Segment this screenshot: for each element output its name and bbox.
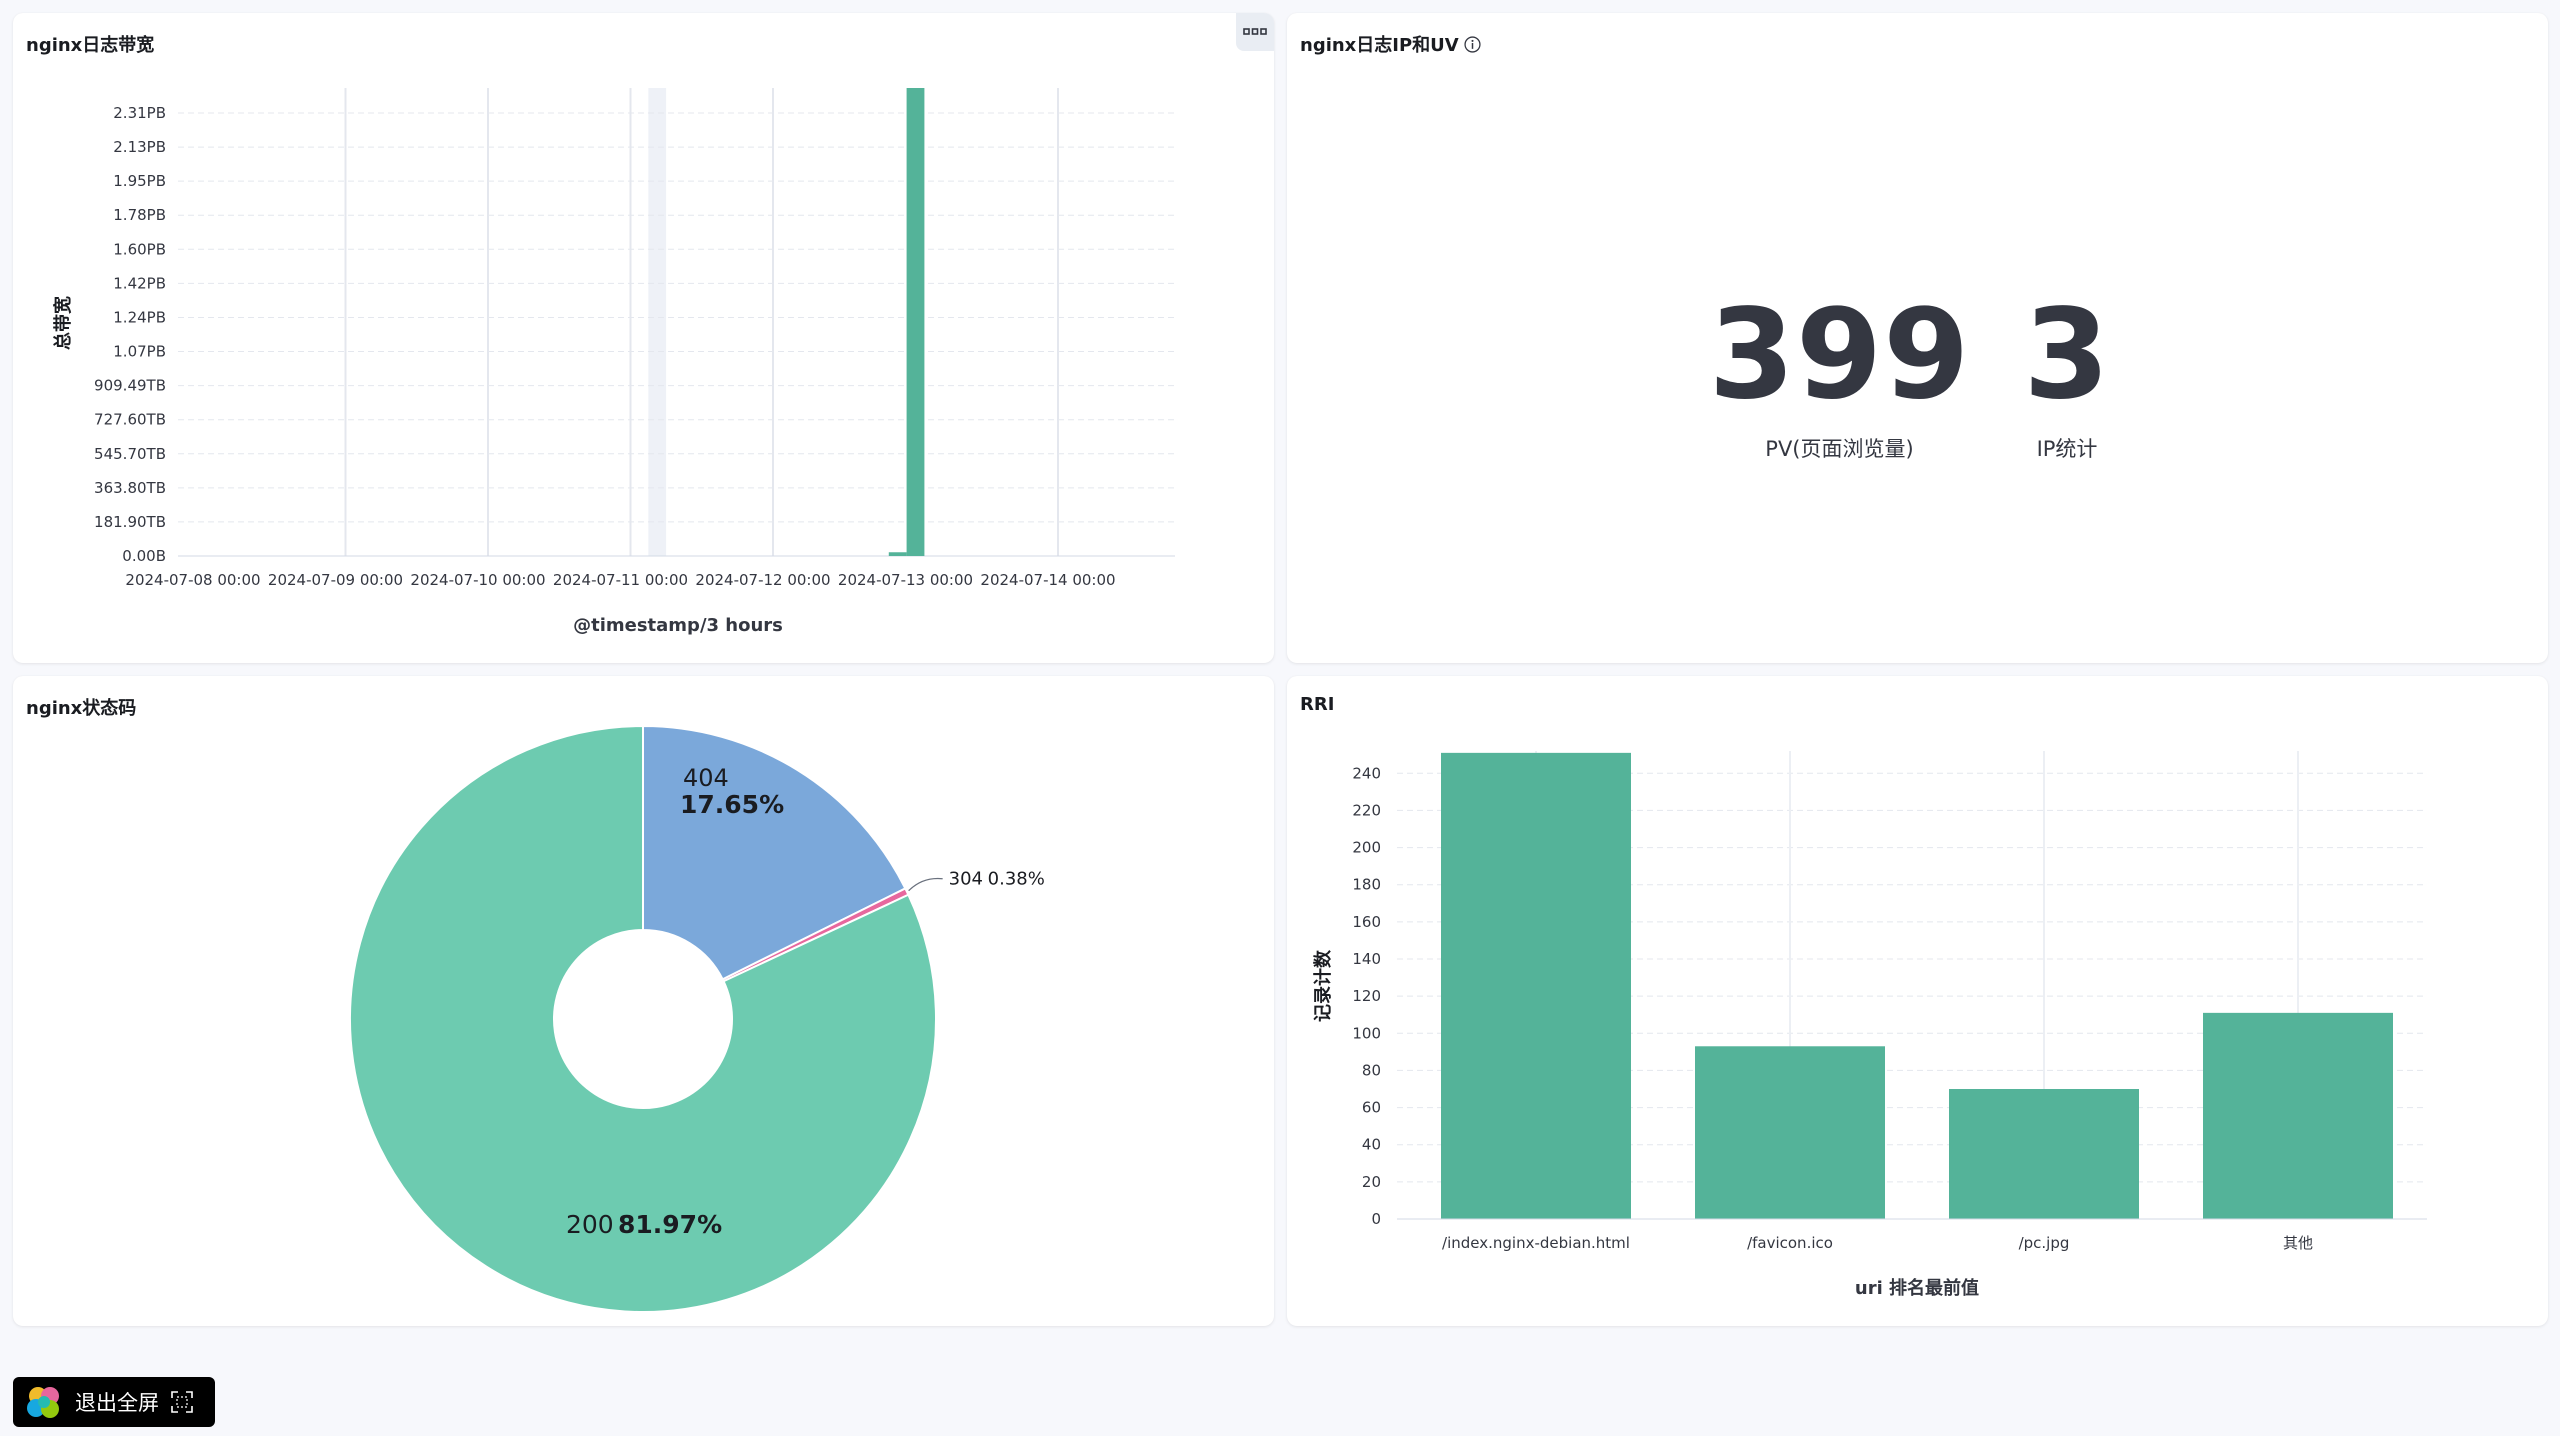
y-tick-label: 2.13PB [113,138,166,156]
y-tick-label: 240 [1352,764,1381,782]
x-tick-label: 2024-07-10 00:00 [410,571,545,589]
y-tick-label: 200 [1352,839,1381,857]
bar [1949,1089,2139,1219]
y-axis-title: 总带宽 [52,296,74,350]
bandwidth-panel: nginx日志带宽 0.00B 181.90TB 363.80TB 545.70TB 7… [13,13,1274,663]
y-tick-label: 727.60TB [94,411,166,429]
panel-title: RRI [1300,694,1335,715]
y-tick-label: 545.70TB [94,445,166,463]
x-tick-label: 2024-07-14 00:00 [980,571,1115,589]
y-tick-label: 909.49TB [94,377,166,395]
x-tick-label: 其他 [2283,1234,2313,1252]
y-tick-label: 1.42PB [113,274,166,292]
status-panel: nginx状态码 404 17.65% 304 0.38% 200 81.97% [13,676,1274,1326]
pie-slice-200 [349,724,937,1313]
x-axis-title: @timestamp/3 hours [573,615,783,636]
y-axis-title: 记录计数 [1312,949,1334,1022]
x-tick-label: 2024-07-12 00:00 [695,571,830,589]
ip-value: 3 [2023,283,2111,427]
y-tick-label: 140 [1352,950,1381,968]
leader-line [908,877,943,892]
bar [1441,752,1631,1219]
slice-percent: 0.38% [988,869,1045,890]
slice-label: 304 [949,869,983,890]
bar [888,552,907,556]
x-tick-label: /pc.jpg [2019,1234,2070,1252]
pie-slice-404 [642,724,907,981]
panel-title: nginx日志带宽 [26,35,155,56]
y-tick-label: 1.95PB [113,172,166,190]
y-tick-label: 120 [1352,987,1381,1005]
fullscreen-exit-icon [171,1391,193,1413]
slice-label: 200 [566,1210,614,1239]
bar [2203,1012,2393,1219]
y-tick-label: 2.31PB [113,104,166,122]
y-tick-label: 20 [1362,1173,1381,1191]
highlight-band [648,88,667,556]
x-axis-title: uri 排名最前值 [1855,1277,1979,1299]
y-tick-label: 40 [1362,1136,1381,1154]
ip-metric: 3 IP统计 [1997,293,2137,463]
ip-label: IP统计 [2036,437,2098,461]
y-tick-label: 80 [1362,1061,1381,1079]
rri-panel: RRI 0 20 40 60 80 100 120 140 160 180 200 220 240/in… [1287,676,2548,1326]
ip-uv-panel: nginx日志IP和UV 399 PV(页面浏览量) 3 IP统计 [1287,13,2548,663]
y-tick-label: 363.80TB [94,479,166,497]
panel-title-text: nginx日志IP和UV [1300,35,1459,56]
rri-bar-chart: 0 20 40 60 80 100 120 140 160 180 200 220 240/index.… [1312,751,2427,1299]
y-tick-label: 100 [1352,1024,1381,1042]
x-tick-label: 2024-07-11 00:00 [553,571,688,589]
y-tick-label: 180 [1352,876,1381,894]
y-tick-label: 0.00B [122,547,166,565]
pv-metric: 399 PV(页面浏览量) [1707,293,1972,463]
slice-percent: 81.97% [618,1210,722,1239]
bandwidth-chart: 0.00B 181.90TB 363.80TB 545.70TB 727.60TB 909… [52,88,1175,636]
y-tick-label: 1.60PB [113,240,166,258]
info-icon[interactable] [1464,35,1481,53]
y-tick-label: 1.07PB [113,343,166,361]
y-tick-label: 0 [1371,1210,1381,1228]
y-tick-label: 1.78PB [113,206,166,224]
x-tick-label: 2024-07-13 00:00 [838,571,973,589]
y-tick-label: 181.90TB [94,513,166,531]
x-tick-label: /index.nginx-debian.html [1442,1234,1630,1252]
elastic-logo-icon [27,1387,59,1418]
ellipsis-icon[interactable] [1236,13,1274,51]
pv-value: 399 [1708,283,1971,427]
pv-label: PV(页面浏览量) [1765,437,1914,461]
y-tick-label: 1.24PB [113,308,166,326]
slice-percent: 17.65% [680,790,784,819]
x-tick-label: 2024-07-08 00:00 [125,571,260,589]
panel-title: nginx日志IP和UV [1300,31,1481,57]
panel-title: nginx状态码 [26,698,137,719]
exit-fullscreen-label: 退出全屏 [75,1391,159,1415]
bar [1695,1046,1885,1219]
exit-fullscreen-button[interactable]: 退出全屏 [13,1377,215,1427]
y-tick-label: 160 [1352,913,1381,931]
slice-label: 404 [683,764,729,792]
bar [906,88,925,556]
y-tick-label: 60 [1362,1099,1381,1117]
y-tick-label: 220 [1352,801,1381,819]
x-tick-label: 2024-07-09 00:00 [268,571,403,589]
x-tick-label: /favicon.ico [1747,1234,1833,1252]
